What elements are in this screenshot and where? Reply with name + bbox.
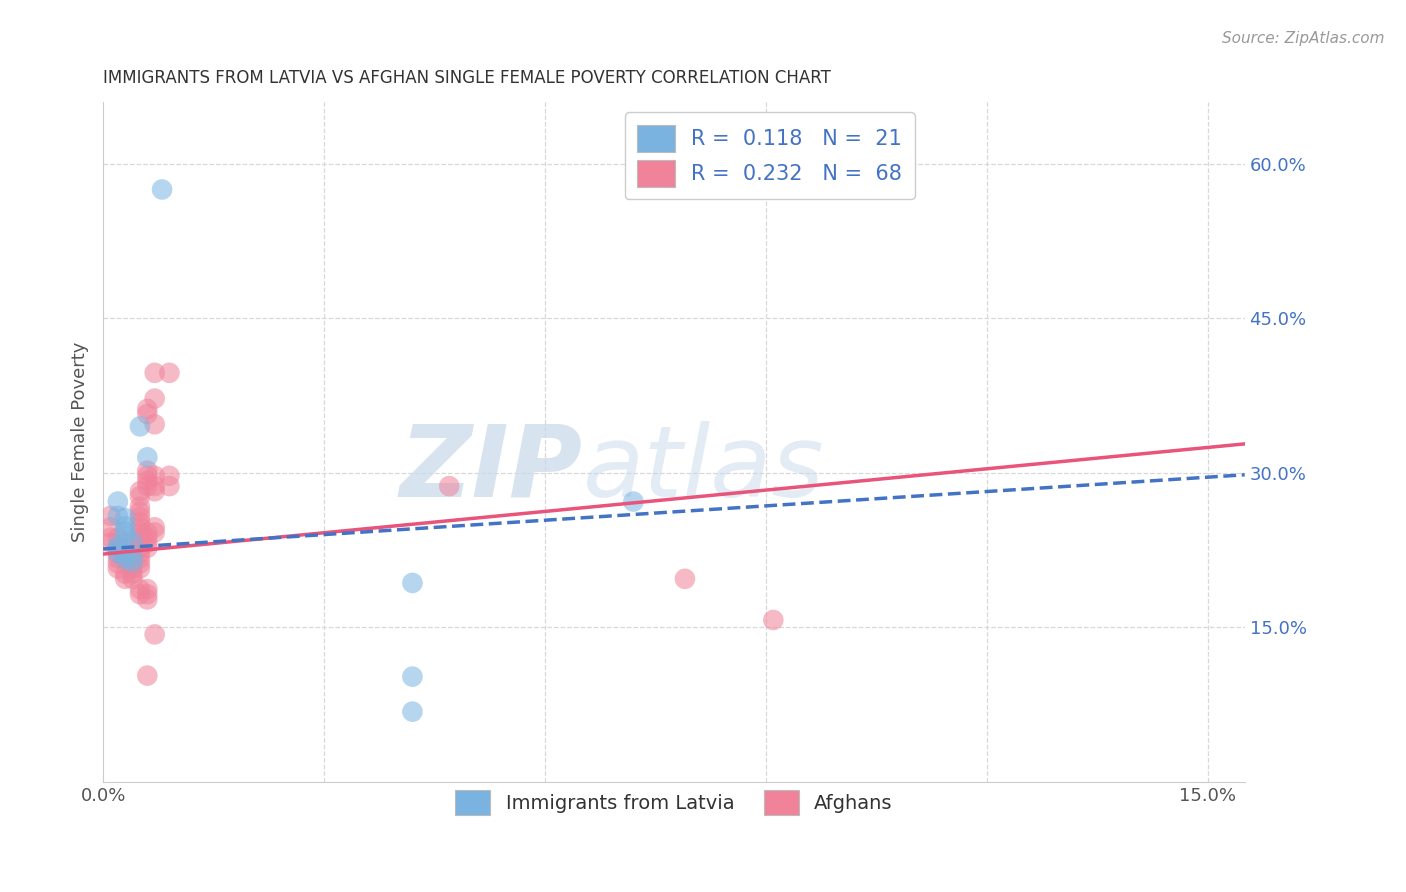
Point [129,557,152,571]
Point [136,582,159,596]
Text: Source: ZipAtlas.com: Source: ZipAtlas.com [1222,31,1385,46]
Point [121,561,143,575]
Point [107,551,129,566]
Point [136,407,159,421]
Point [136,474,159,488]
Point [121,534,143,549]
Point [114,547,136,561]
Point [107,546,129,560]
Point [143,417,166,432]
Point [129,490,152,504]
Point [114,551,136,566]
Point [107,546,129,560]
Point [136,535,159,549]
Point [121,566,143,581]
Point [107,539,129,553]
Point [129,587,152,601]
Point [107,494,129,508]
Point [121,555,143,569]
Point [121,551,143,566]
Point [157,366,180,380]
Point [762,613,785,627]
Point [129,419,152,434]
Point [150,182,173,196]
Point [121,572,143,586]
Point [107,531,129,545]
Point [100,508,122,523]
Point [114,530,136,544]
Point [114,511,136,525]
Y-axis label: Single Female Poverty: Single Female Poverty [72,342,89,542]
Text: ZIP: ZIP [399,420,582,517]
Point [129,561,152,575]
Point [100,520,122,534]
Point [401,575,423,590]
Point [621,494,644,508]
Point [129,520,152,534]
Point [114,572,136,586]
Point [129,500,152,514]
Point [114,566,136,581]
Point [129,551,152,566]
Point [136,479,159,493]
Point [100,535,122,549]
Point [129,531,152,545]
Legend: Immigrants from Latvia, Afghans: Immigrants from Latvia, Afghans [447,782,900,823]
Point [114,524,136,539]
Point [143,479,166,493]
Point [129,484,152,499]
Point [121,557,143,571]
Point [107,541,129,556]
Text: atlas: atlas [582,420,824,517]
Point [136,468,159,483]
Point [129,505,152,519]
Point [114,552,136,566]
Point [129,582,152,596]
Point [114,535,136,549]
Point [114,519,136,533]
Point [136,525,159,540]
Point [401,670,423,684]
Point [129,515,152,529]
Point [143,520,166,534]
Point [143,366,166,380]
Point [107,561,129,575]
Point [673,572,696,586]
Point [157,468,180,483]
Point [100,531,122,545]
Point [114,546,136,560]
Point [136,592,159,607]
Point [121,550,143,565]
Text: IMMIGRANTS FROM LATVIA VS AFGHAN SINGLE FEMALE POVERTY CORRELATION CHART: IMMIGRANTS FROM LATVIA VS AFGHAN SINGLE … [103,69,831,87]
Point [129,541,152,555]
Point [143,484,166,499]
Point [136,531,159,545]
Point [136,450,159,465]
Point [143,392,166,406]
Point [439,479,461,493]
Point [129,525,152,540]
Point [136,668,159,682]
Point [107,541,129,555]
Point [136,541,159,555]
Point [157,479,180,493]
Point [114,541,136,555]
Point [143,525,166,540]
Point [143,468,166,483]
Point [129,510,152,524]
Point [129,535,152,549]
Point [143,627,166,641]
Point [401,705,423,719]
Point [136,401,159,416]
Point [129,546,152,560]
Point [107,508,129,523]
Point [136,587,159,601]
Point [136,464,159,478]
Point [107,557,129,571]
